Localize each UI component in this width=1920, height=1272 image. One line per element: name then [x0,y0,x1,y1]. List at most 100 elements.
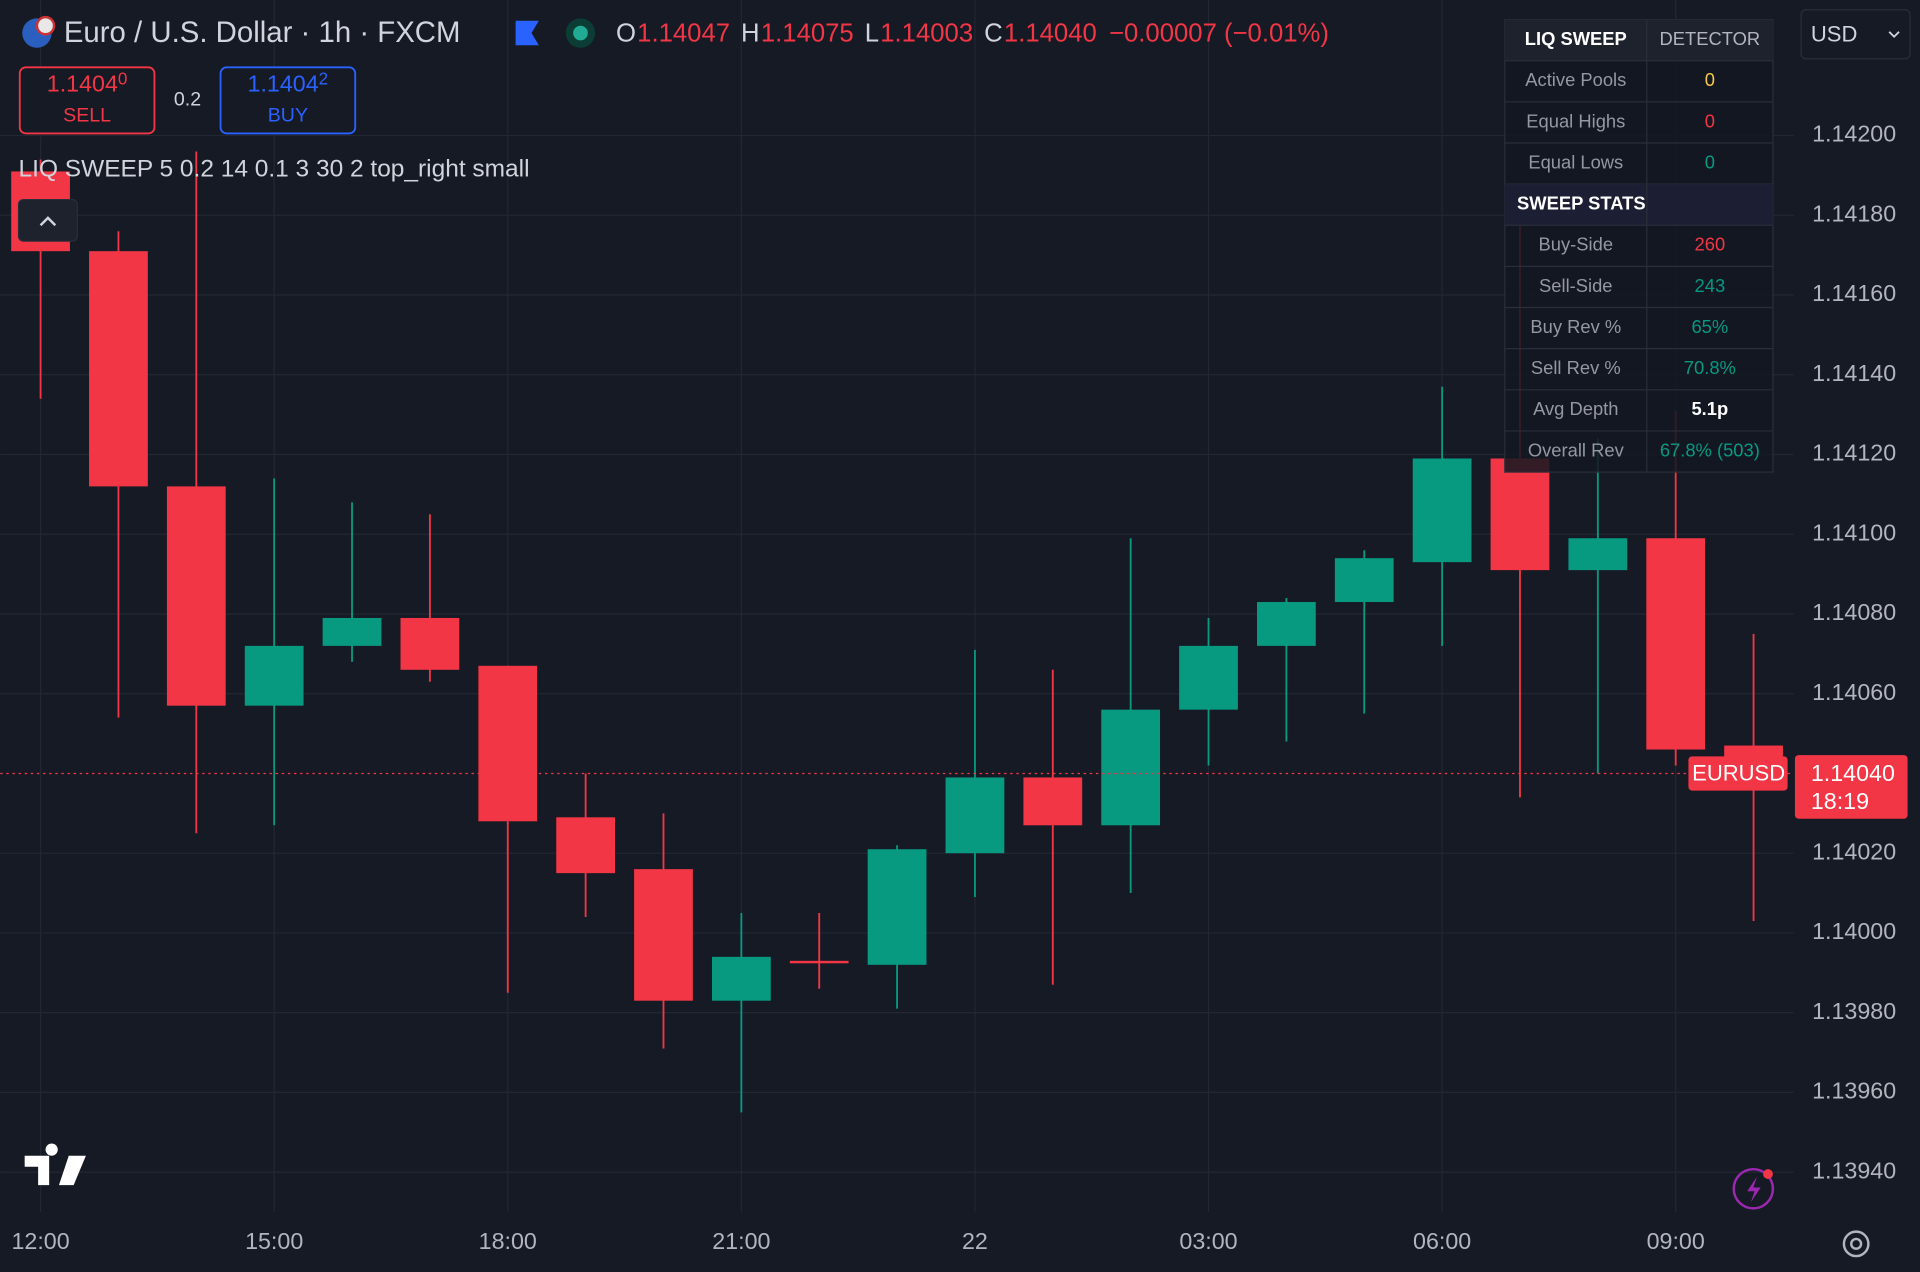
table-label: Equal Lows [1528,151,1623,172]
table-label: Sell Rev % [1531,357,1621,378]
change: −0.00007 (−0.01%) [1109,19,1329,47]
candle-body [789,960,849,964]
sell-price: 1.14040 [47,68,128,97]
collapse-button[interactable] [17,198,78,242]
y-tick-label: 1.14060 [1812,679,1896,705]
y-tick-label: 1.14100 [1812,519,1896,545]
candle-body [945,777,1005,854]
ohlc-key: L [865,19,879,47]
ohlc-value: 1.14003 [880,19,973,47]
candle-body [89,251,148,487]
currency-chevron [1888,31,1900,39]
stats-table: LIQ SWEEP DETECTOR Active Pools 0 Equal High… [1504,18,1774,473]
candle-body [1646,538,1706,750]
settings-icon[interactable] [1842,1230,1870,1258]
y-tick-label: 1.14180 [1812,200,1896,226]
table-value: 70.8% [1684,357,1736,378]
status-dot [573,25,588,41]
y-tick-label: 1.14020 [1812,838,1896,864]
ohlc-value: 1.14075 [761,19,854,47]
lightning-icon[interactable] [1732,1167,1775,1210]
candle-body [634,869,693,1001]
table-value: 65% [1691,316,1728,337]
sell-label: SELL [63,104,111,126]
table-header: LIQ SWEEP [1525,28,1627,49]
sell-button[interactable] [18,66,156,135]
table-value: 243 [1695,275,1726,296]
indicator-legend: LIQ SWEEP 5 0.2 14 0.1 3 30 2 top_right … [19,156,530,183]
y-tick-label: 1.14120 [1812,440,1896,466]
table-value: 0 [1705,151,1715,172]
x-tick-label: 18:00 [479,1228,537,1254]
buy-label: BUY [268,104,308,126]
x-tick-label: 09:00 [1647,1228,1705,1254]
symbol-label: EURUSD [1692,760,1785,785]
x-tick-label: 21:00 [712,1228,770,1254]
lightning-badge [1763,1169,1773,1179]
candle-body [1257,602,1316,646]
ohlc-value: 1.14040 [1004,19,1097,47]
candle-body [478,665,538,822]
candle-body [867,849,927,965]
candle-body [166,486,226,706]
x-tick-label: 06:00 [1413,1228,1471,1254]
symbol-title: Euro / U.S. Dollar · 1h · FXCM [64,16,461,49]
ohlc-key: O [616,19,636,47]
table-label: Equal Highs [1526,110,1625,131]
x-tick-label: 03:00 [1179,1228,1237,1254]
tv-logo [24,1143,86,1186]
table-value: 5.1p [1691,398,1728,419]
table-value: 260 [1695,234,1726,255]
buy-button[interactable] [219,66,357,135]
y-tick-label: 1.13940 [1812,1157,1896,1183]
countdown: 18:19 [1811,788,1869,814]
lightning-bolt [1747,1176,1761,1203]
ohlc-value: 1.14047 [637,19,730,47]
table-label: Sell-Side [1539,275,1612,296]
candle-body [1568,538,1628,571]
table-label: Overall Rev [1528,439,1625,460]
symbol-label-box [1688,756,1788,791]
y-tick-label: 1.14080 [1812,599,1896,625]
table-header: DETECTOR [1660,28,1761,49]
table-value: 0 [1705,110,1715,131]
x-tick-label: 22 [962,1228,988,1254]
x-tick-label: 15:00 [245,1228,303,1254]
y-tick-label: 1.14140 [1812,360,1896,386]
y-tick-label: 1.14000 [1812,918,1896,944]
table-label: Avg Depth [1533,398,1618,419]
buy-price-main: 1.1404 [248,71,319,97]
candle-body [1179,645,1238,710]
table-bg [1504,18,1774,473]
buy-price: 1.14042 [248,68,329,97]
candle-body [711,956,771,1001]
table-value: 0 [1705,69,1715,90]
candle-body [1334,558,1394,603]
candle-body [1412,458,1472,563]
table-label: Buy Rev % [1530,316,1621,337]
currency: USD [1811,21,1857,46]
candle-body [400,617,460,670]
price-label: 1.14040 [1811,760,1895,786]
y-tick-label: 1.13980 [1812,998,1896,1024]
y-tick-label: 1.14200 [1812,121,1896,147]
ohlc-key: C [984,19,1003,47]
flag-icon [515,20,539,46]
y-tick-label: 1.13960 [1812,1078,1896,1104]
price-label-box [1794,755,1908,819]
candle-body [322,617,382,646]
buy-price-pip: 2 [319,68,329,88]
spread: 0.2 [174,89,201,111]
candle-body [244,645,304,706]
collapse-chevron [39,216,57,227]
ohlc: O1.14047 H1.14075 L1.14003 C1.14040 −0.00007… [616,19,1329,47]
table-section-bg [1504,184,1773,226]
ohlc-key: H [741,19,760,47]
currency-button[interactable] [1800,9,1911,60]
candle-body [1490,458,1550,571]
symbol-flag-2 [35,15,56,36]
table-label: Active Pools [1525,69,1626,90]
table-header-bg [1504,19,1773,61]
